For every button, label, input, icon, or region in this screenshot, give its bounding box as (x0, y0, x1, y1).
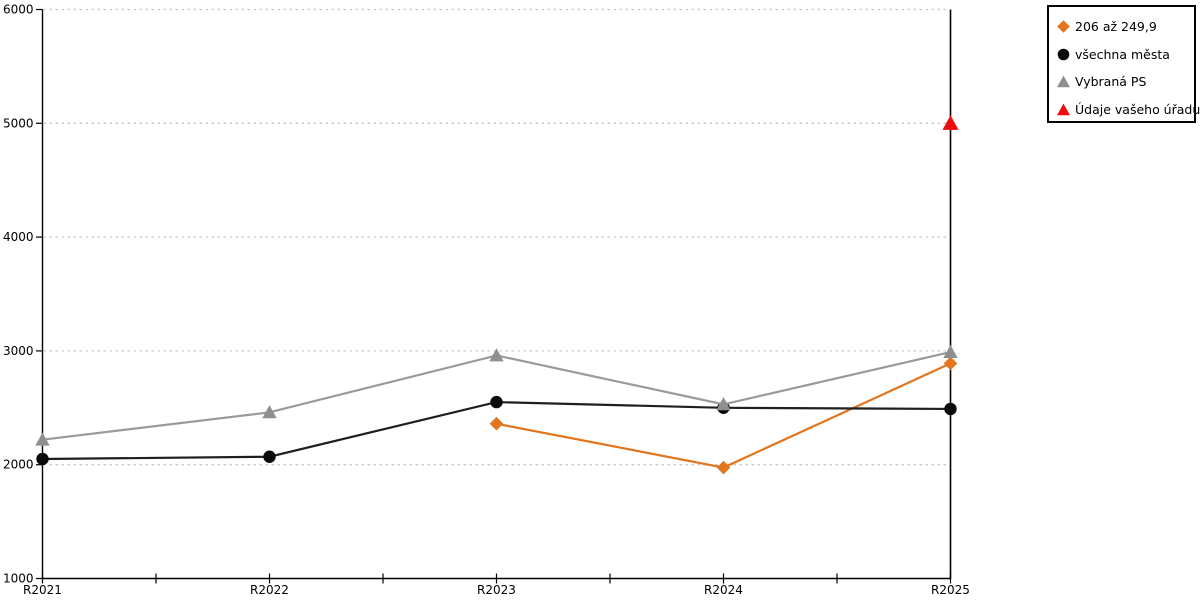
triangle-marker (489, 348, 504, 362)
chart-legend: 206 až 249,9 všechna města Vybraná PS Údaje… (1047, 5, 1200, 124)
triangle-marker (716, 397, 731, 411)
triangle-marker (942, 115, 959, 130)
diamond-marker (716, 460, 731, 475)
triangle-icon (1056, 102, 1071, 117)
series-line (42, 401, 951, 461)
circle-marker (36, 452, 49, 466)
y-tick-label: 2000 (3, 458, 34, 472)
x-tick-label: R2025 (931, 583, 970, 597)
triangle-marker (943, 344, 958, 358)
y-tick-label: 3000 (3, 344, 34, 358)
legend-label: 206 až 249,9 (1075, 19, 1157, 35)
x-tick-label: R2021 (23, 583, 62, 597)
triangle-icon (1056, 74, 1071, 89)
triangle-marker (262, 405, 277, 419)
diamond-marker (489, 416, 504, 431)
y-tick-label: 4000 (3, 230, 34, 244)
legend-item-3: Vybraná PS (1056, 68, 1190, 96)
legend-label: Vybraná PS (1075, 74, 1147, 90)
x-tick-label: R2024 (704, 583, 743, 597)
circle-marker (490, 395, 503, 409)
diamond-marker (943, 356, 958, 371)
circle-icon (1056, 47, 1071, 62)
x-tick-label: R2023 (477, 583, 516, 597)
legend-item-2: všechna města (1056, 41, 1190, 69)
x-tick-label: R2022 (250, 583, 289, 597)
legend-item-4: Údaje vašeho úřadu (1056, 96, 1200, 124)
circle-marker (944, 402, 957, 416)
legend-label: Údaje vašeho úřadu (1075, 101, 1200, 117)
series-line (496, 362, 951, 469)
triangle-marker (35, 432, 50, 446)
y-tick-label: 5000 (3, 116, 34, 130)
legend-item-1: 206 až 249,9 (1056, 13, 1190, 41)
y-tick-label: 6000 (3, 3, 34, 17)
diamond-icon (1056, 19, 1071, 34)
y-tick-label: 1000 (3, 572, 34, 586)
circle-marker (263, 450, 276, 463)
legend-label: všechna města (1075, 46, 1170, 62)
